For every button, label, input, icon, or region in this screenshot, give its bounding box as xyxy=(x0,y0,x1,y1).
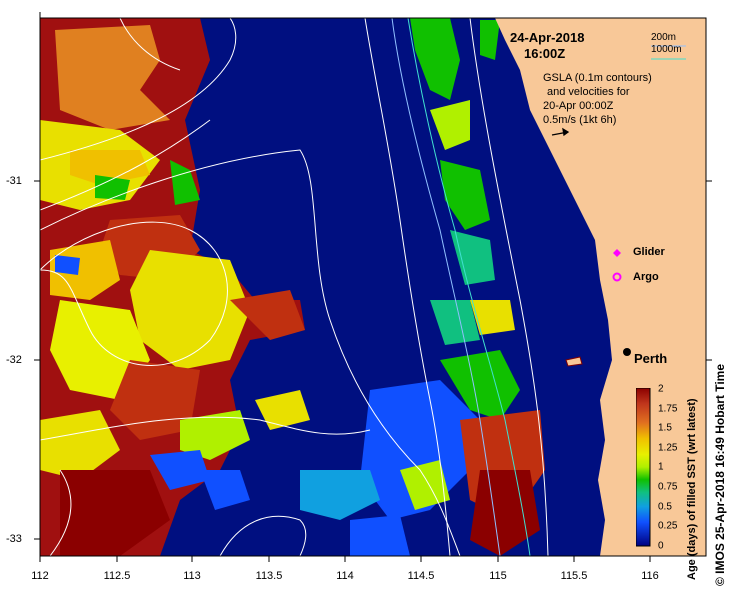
glider-label: Glider xyxy=(633,246,665,258)
info-line-1: GSLA (0.1m contours) xyxy=(543,72,652,84)
colorbar-title: Age (days) of filled SST (wrt latest) xyxy=(686,398,698,580)
perth-marker xyxy=(623,348,631,356)
y-tick-minus-32: -32 xyxy=(6,354,22,366)
axis-ticks xyxy=(34,12,712,562)
map-date: 24-Apr-2018 xyxy=(510,30,585,45)
x-tick-113: 113 xyxy=(183,570,201,582)
colorbar-label-0-25: 0.25 xyxy=(658,520,678,532)
credit-text: © IMOS 25-Apr-2018 16:49 Hobart Time xyxy=(713,363,727,586)
argo-marker xyxy=(612,272,622,282)
colorbar-label-0-5: 0.5 xyxy=(658,501,672,513)
colorbar-label-2: 2 xyxy=(658,383,664,395)
colorbar xyxy=(636,388,651,547)
colorbar-label-1-5: 1.5 xyxy=(658,422,672,434)
x-tick-115: 115 xyxy=(489,570,507,582)
argo-label: Argo xyxy=(633,271,659,283)
depth-200-label: 200m xyxy=(651,32,677,43)
x-tick-114-5: 114.5 xyxy=(407,570,435,582)
y-tick-minus-31: -31 xyxy=(6,175,22,187)
info-line-2: and velocities for xyxy=(547,86,630,98)
sst-patches-west xyxy=(40,18,310,556)
glider-marker xyxy=(613,249,621,257)
colorbar-label-0-75: 0.75 xyxy=(658,481,678,493)
sst-patches-coastal xyxy=(410,18,500,285)
bathymetry-lines xyxy=(391,18,549,556)
colorbar-label-1-75: 1.75 xyxy=(658,403,678,415)
x-tick-112-5: 112.5 xyxy=(103,570,131,582)
depth-1000-label: 1000m xyxy=(651,44,682,55)
x-tick-113-5: 113.5 xyxy=(255,570,283,582)
island xyxy=(565,356,583,367)
colorbar-label-1-25: 1.25 xyxy=(658,442,678,454)
x-tick-112: 112 xyxy=(31,570,49,582)
info-line-3: 20-Apr 00:00Z xyxy=(543,100,614,112)
gsla-contours xyxy=(40,18,461,556)
x-tick-115-5: 115.5 xyxy=(560,570,588,582)
info-line-4: 0.5m/s (1kt 6h) xyxy=(543,114,617,126)
colorbar-label-0: 0 xyxy=(658,540,664,552)
map-time: 16:00Z xyxy=(524,46,566,61)
colorbar-label-1: 1 xyxy=(658,461,664,473)
x-tick-116: 116 xyxy=(641,570,659,582)
velocity-arrow xyxy=(551,127,570,137)
x-tick-114: 114 xyxy=(336,570,354,582)
land-area xyxy=(495,18,706,556)
y-tick-minus-33: -33 xyxy=(6,533,22,545)
perth-label: Perth xyxy=(634,351,668,366)
